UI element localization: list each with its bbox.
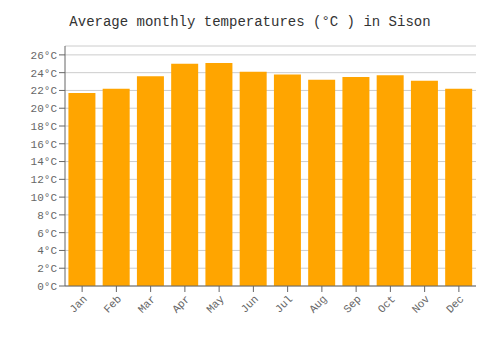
svg-text:6°C: 6°C — [37, 228, 57, 240]
svg-text:16°C: 16°C — [31, 139, 58, 151]
svg-text:14°C: 14°C — [31, 156, 58, 168]
html-text:Average monthly temperatures (: Average monthly temperatures (°C ) in Si… — [69, 14, 431, 30]
svg-text:May: May — [204, 293, 227, 316]
svg-text:Feb: Feb — [102, 293, 124, 315]
svg-text:Dec: Dec — [444, 293, 466, 315]
svg-text:Apr: Apr — [170, 293, 192, 315]
svg-text:10°C: 10°C — [31, 192, 58, 204]
svg-text:Jul: Jul — [273, 293, 295, 315]
svg-text:8°C: 8°C — [37, 210, 57, 222]
svg-text:Jan: Jan — [67, 293, 89, 315]
svg-text:22°C: 22°C — [31, 85, 58, 97]
svg-text:18°C: 18°C — [31, 121, 58, 133]
svg-text:Mar: Mar — [136, 293, 158, 315]
svg-text:Sep: Sep — [341, 293, 363, 315]
svg-text:24°C: 24°C — [31, 68, 58, 80]
svg-text:Oct: Oct — [376, 293, 398, 315]
svg-text:Aug: Aug — [307, 293, 329, 315]
svg-text:20°C: 20°C — [31, 103, 58, 115]
svg-text:4°C: 4°C — [37, 245, 57, 257]
svg-text:26°C: 26°C — [31, 50, 58, 62]
svg-text:12°C: 12°C — [31, 174, 58, 186]
svg-text:0°C: 0°C — [37, 281, 57, 293]
svg-text:2°C: 2°C — [37, 263, 57, 275]
svg-text:Nov: Nov — [410, 293, 433, 316]
svg-text:Jun: Jun — [239, 293, 261, 315]
